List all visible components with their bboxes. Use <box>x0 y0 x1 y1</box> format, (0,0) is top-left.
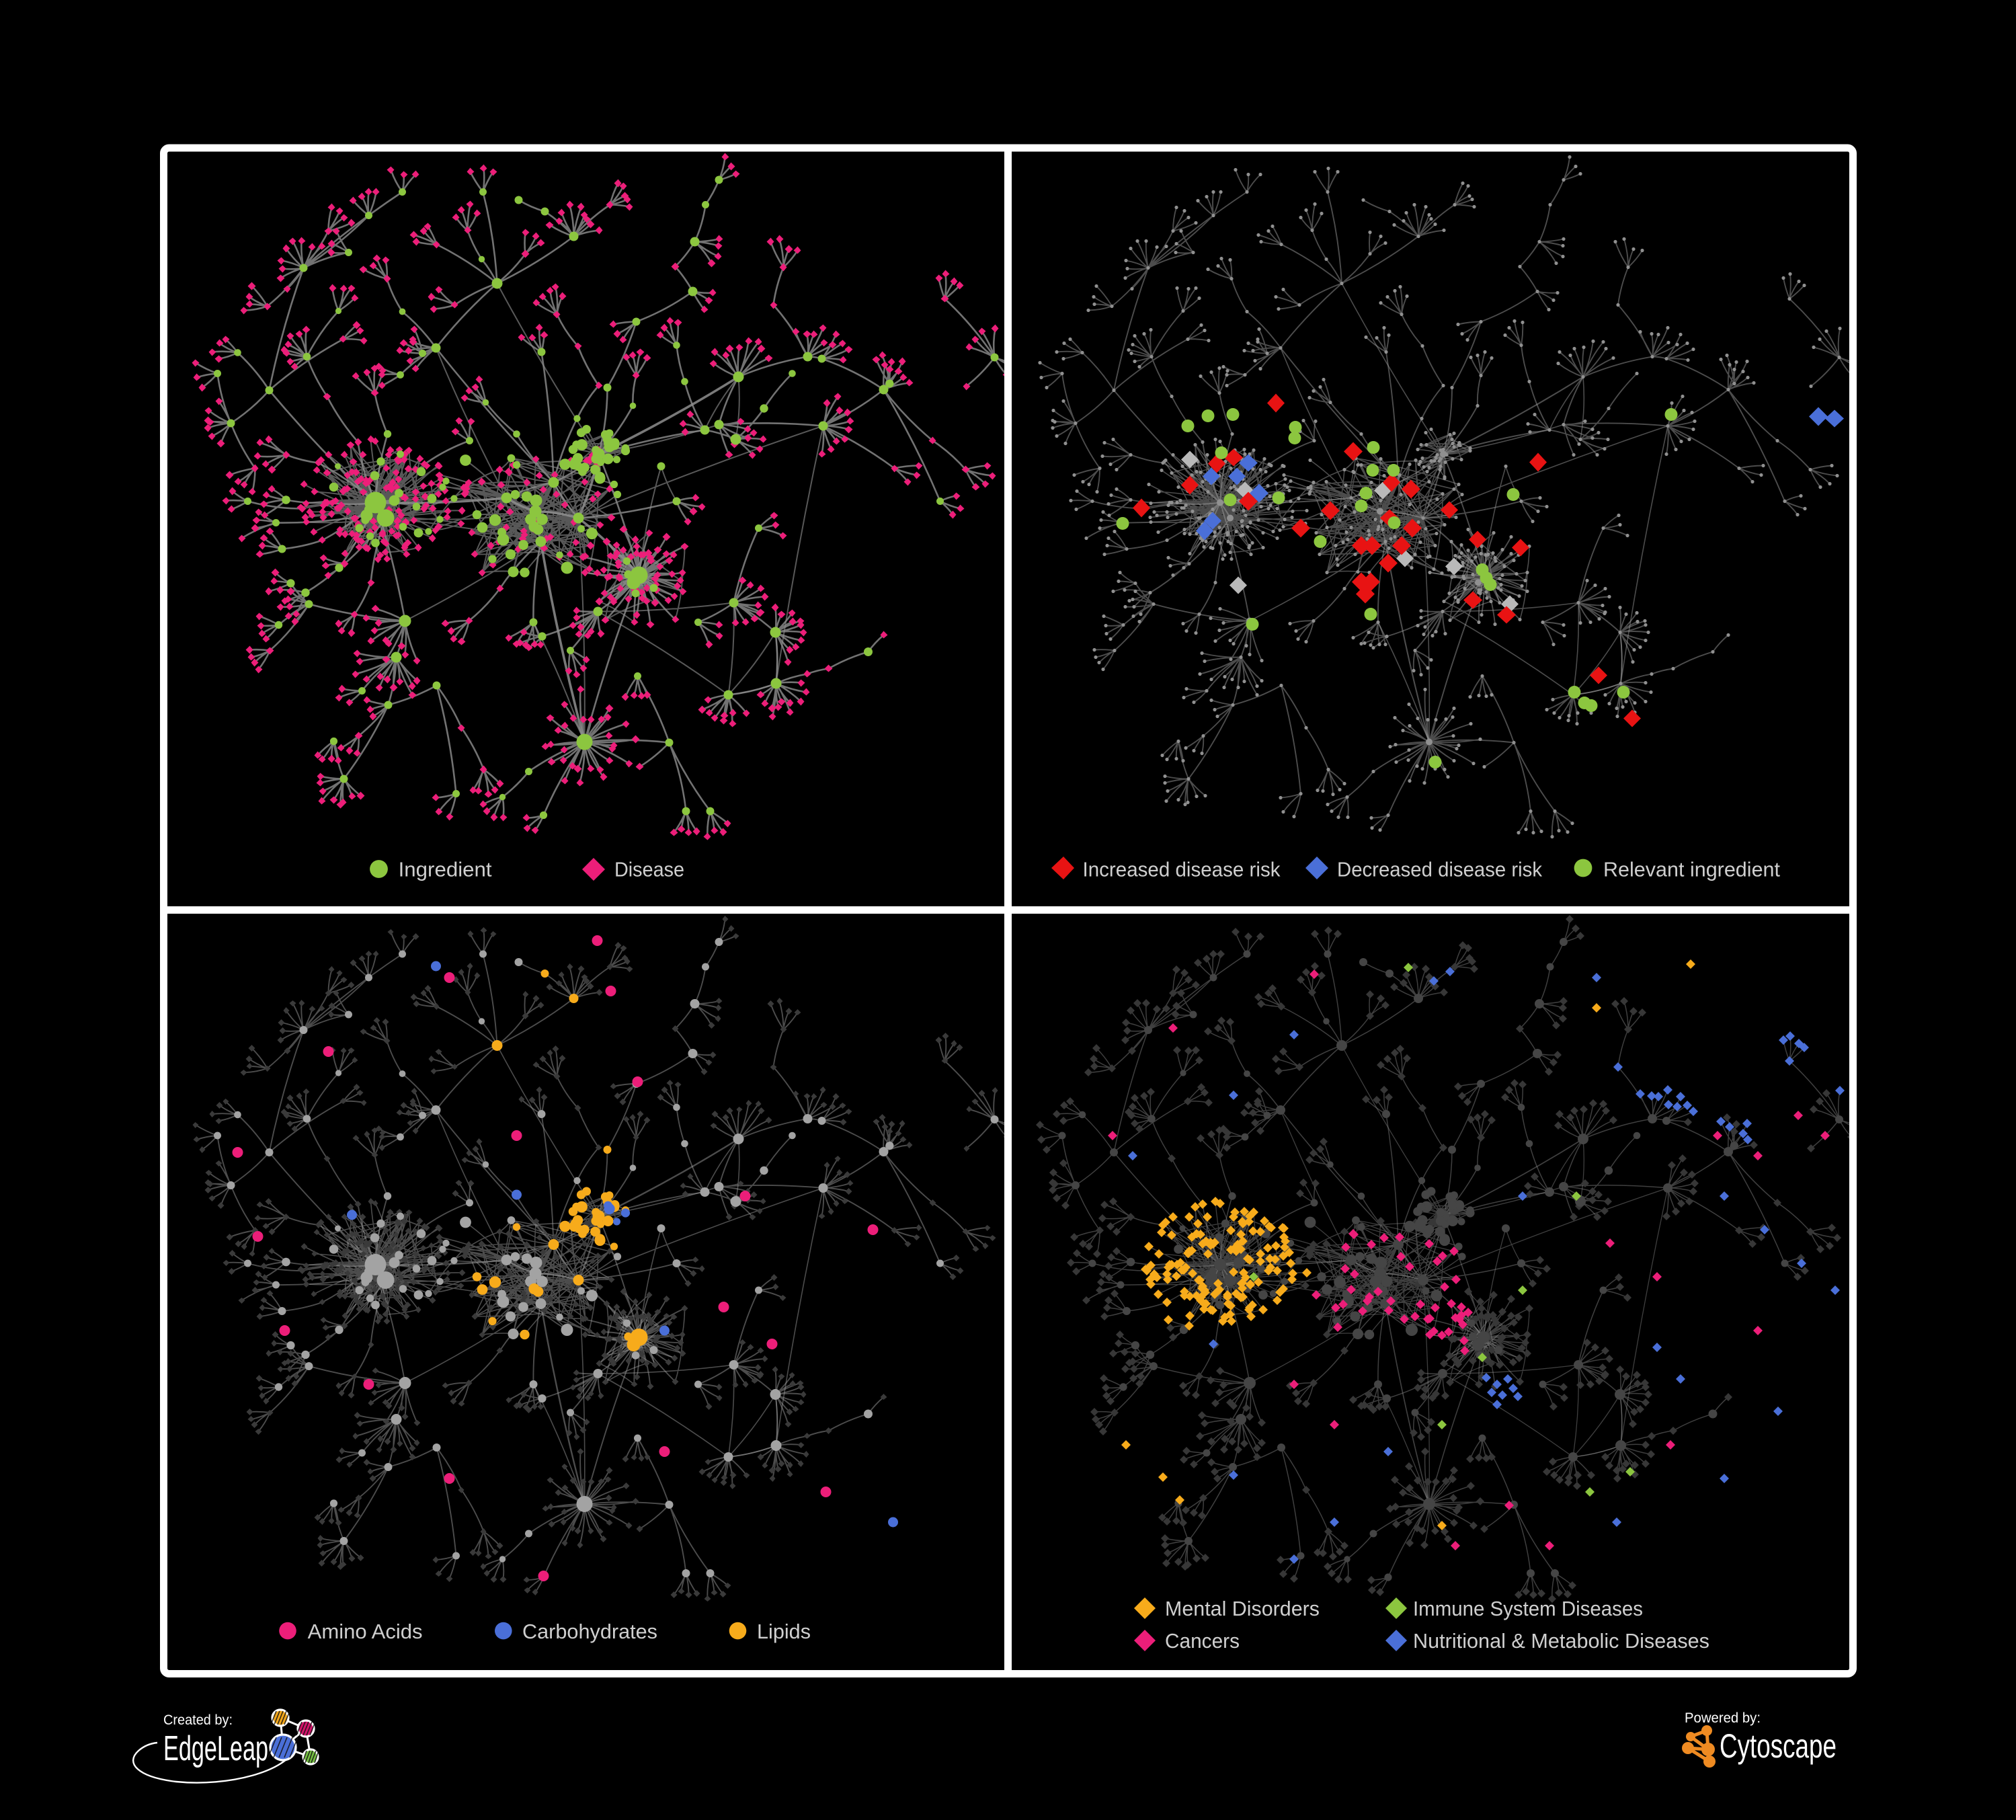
svg-text:Increased disease risk: Increased disease risk <box>1083 858 1281 881</box>
svg-text:Ingredient: Ingredient <box>399 858 492 881</box>
svg-text:EdgeLeap: EdgeLeap <box>163 1729 268 1768</box>
svg-text:Mental Disorders: Mental Disorders <box>1165 1597 1320 1620</box>
svg-text:Disease: Disease <box>614 858 684 881</box>
svg-text:Relevant ingredient: Relevant ingredient <box>1603 858 1780 881</box>
svg-text:Carbohydrates: Carbohydrates <box>522 1620 657 1643</box>
svg-text:Cancers: Cancers <box>1165 1629 1240 1653</box>
svg-text:Powered by:: Powered by: <box>1685 1710 1761 1726</box>
svg-text:Cytoscape: Cytoscape <box>1720 1727 1837 1765</box>
svg-text:Lipids: Lipids <box>757 1620 811 1643</box>
svg-text:Immune System Diseases: Immune System Diseases <box>1413 1597 1643 1620</box>
svg-text:Amino Acids: Amino Acids <box>308 1620 423 1643</box>
svg-text:Created by:: Created by: <box>163 1712 233 1728</box>
svg-text:Decreased disease risk: Decreased disease risk <box>1337 858 1542 881</box>
svg-text:Nutritional & Metabolic Diseas: Nutritional & Metabolic Diseases <box>1413 1629 1709 1653</box>
